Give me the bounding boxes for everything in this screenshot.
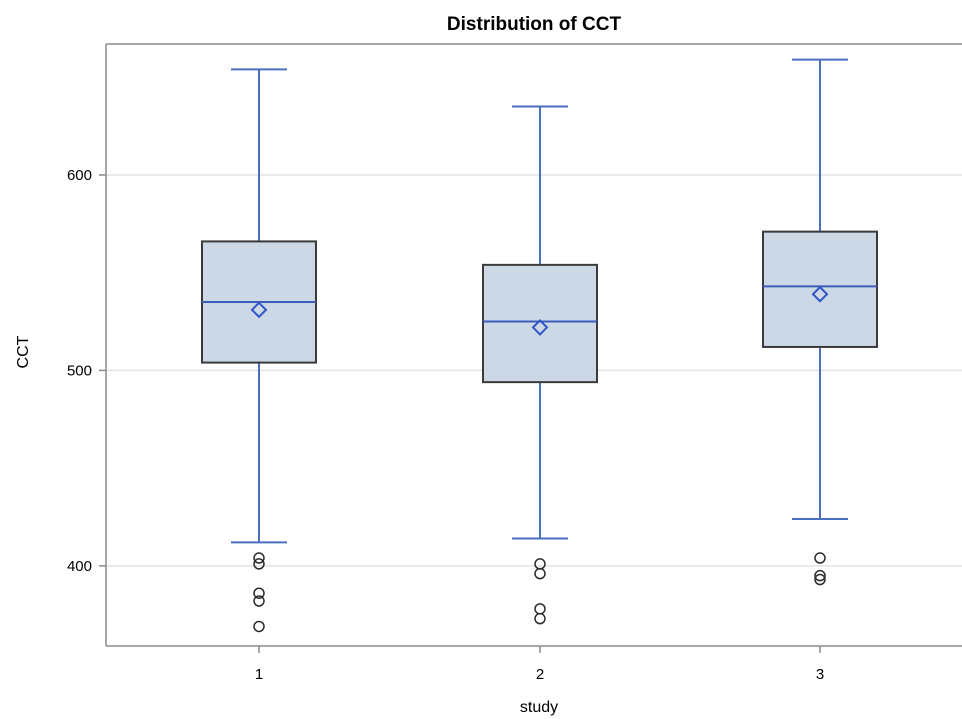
outlier-point — [814, 552, 826, 564]
outlier-point — [534, 567, 546, 580]
y-axis-label: CCT — [15, 335, 32, 368]
box-group-study-3 — [762, 58, 878, 586]
outlier-point — [253, 558, 265, 570]
outlier-point — [253, 620, 265, 633]
box-group-study-1 — [201, 68, 317, 633]
y-tick-label: 400 — [67, 558, 92, 575]
mean-marker — [250, 301, 268, 319]
x-tick-label: 1 — [255, 666, 263, 683]
plot-area: 400 500 600 1 2 3 — [67, 43, 962, 683]
outlier-point — [253, 587, 265, 599]
outlier-point — [534, 603, 546, 615]
mean-marker — [531, 318, 549, 336]
outlier-point — [814, 569, 826, 582]
outlier-point — [253, 595, 265, 607]
x-tick-label: 2 — [536, 666, 544, 683]
chart-title: Distribution of CCT — [447, 14, 622, 35]
outlier-point — [534, 612, 546, 625]
outlier-point — [534, 558, 546, 570]
mean-marker — [811, 285, 829, 303]
iqr-box — [482, 263, 598, 384]
y-tick-label: 600 — [67, 167, 92, 184]
outlier-point — [253, 552, 265, 564]
outlier-point — [814, 573, 826, 586]
x-tick-label: 3 — [816, 666, 824, 683]
y-tick-label: 500 — [67, 362, 92, 379]
iqr-box — [762, 230, 878, 348]
x-axis-label: study — [520, 699, 558, 716]
box-group-study-2 — [482, 105, 598, 625]
